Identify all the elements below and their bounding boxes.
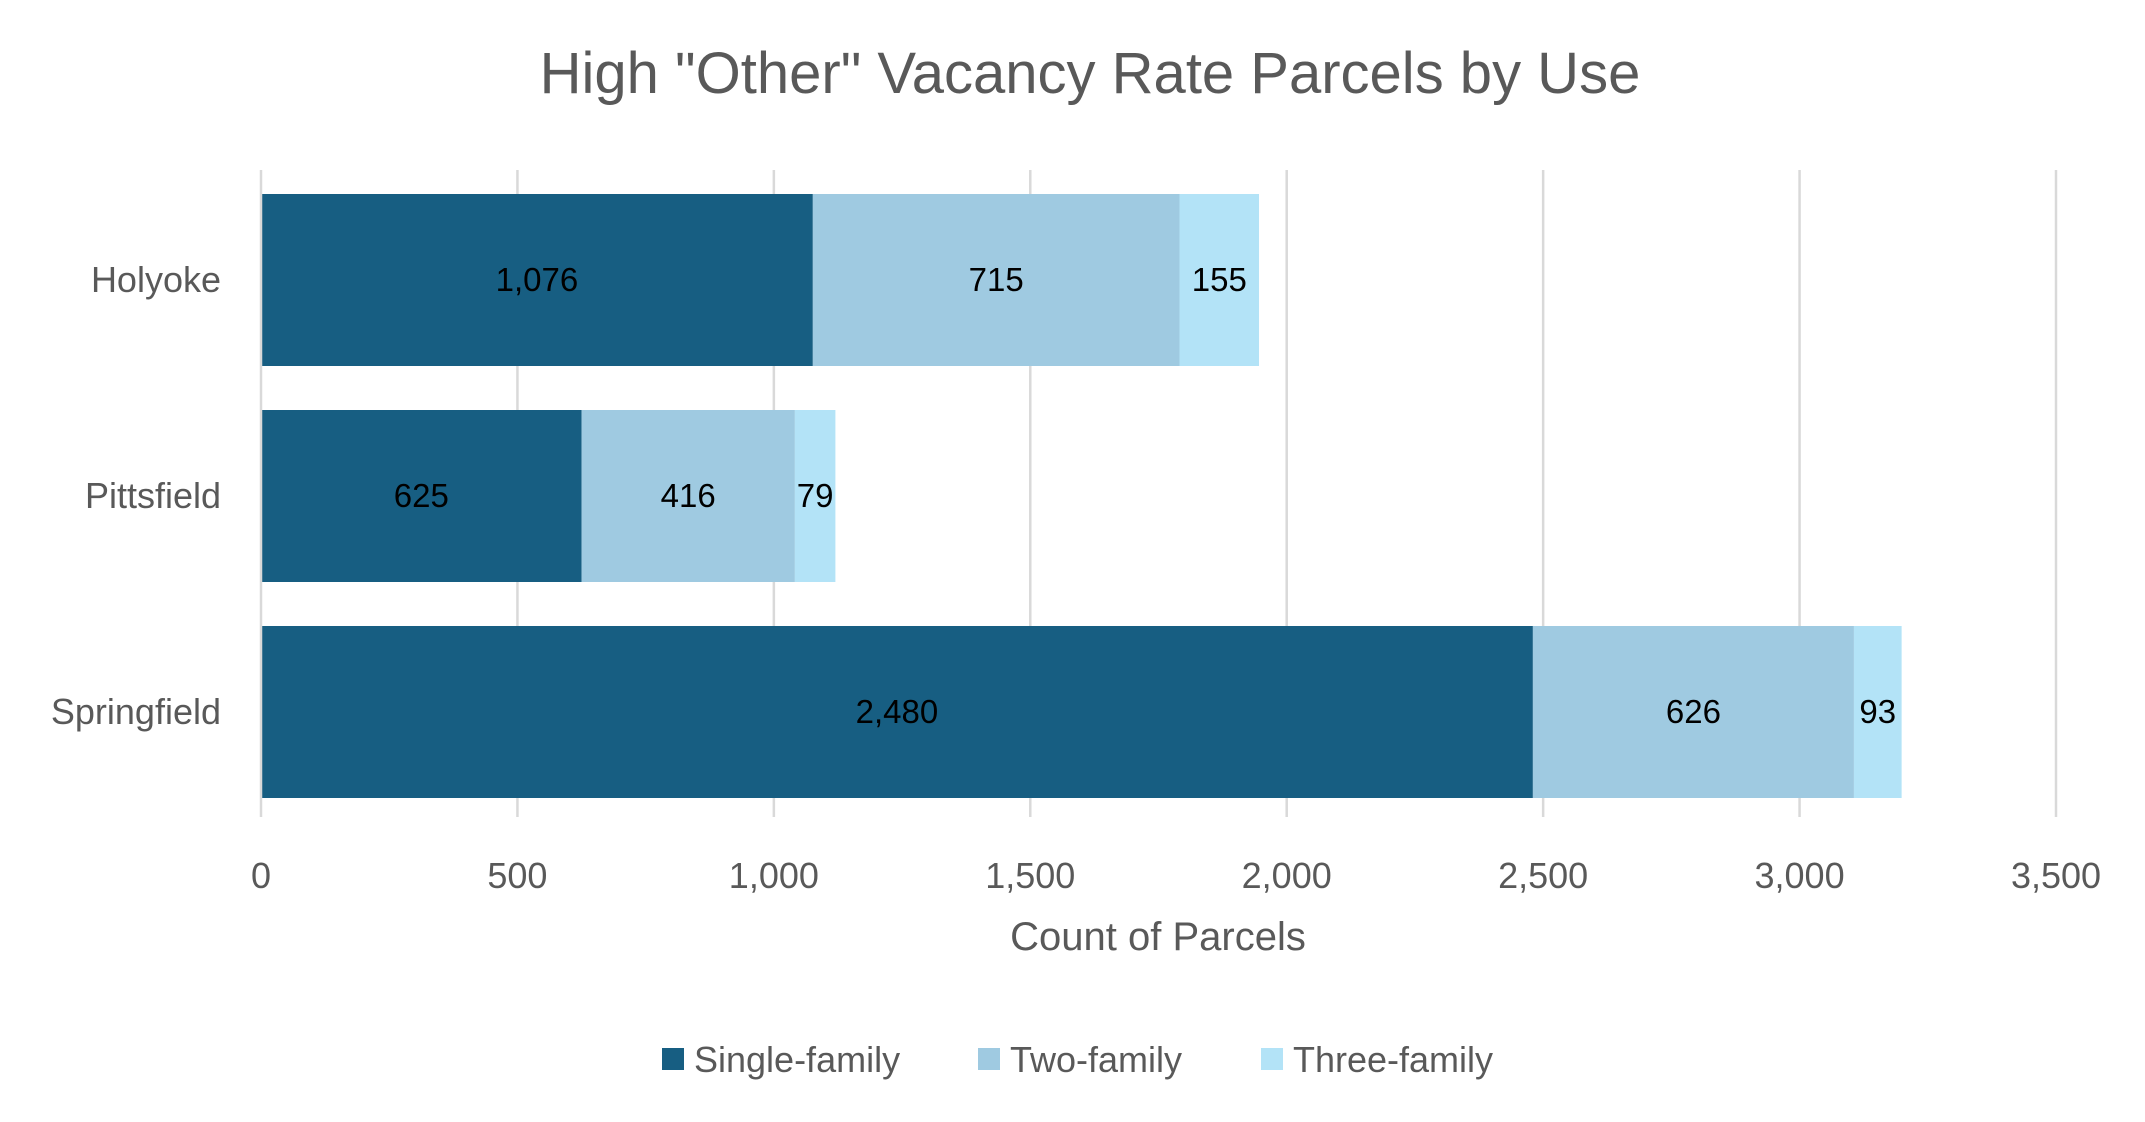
x-tick-label: 2,500 [1498, 855, 1588, 896]
legend-swatch [662, 1048, 684, 1070]
data-label: 1,076 [496, 261, 579, 298]
bar-segment [1532, 626, 1854, 798]
data-label: 79 [797, 477, 834, 514]
bar-segment [794, 410, 836, 582]
data-label: 625 [394, 477, 449, 514]
data-label: 715 [969, 261, 1024, 298]
x-tick-label: 0 [251, 855, 271, 896]
legend-label: Single-family [694, 1039, 900, 1080]
bars [261, 194, 1902, 798]
legend: Single-family Two-family Three-family [662, 1039, 1493, 1080]
data-label: 2,480 [856, 693, 939, 730]
x-tick-label: 2,000 [1242, 855, 1332, 896]
data-labels: 1,076 715 155 625 416 79 2,480 626 93 [394, 261, 1896, 730]
x-tick-label: 1,500 [985, 855, 1075, 896]
bar-segment [581, 410, 795, 582]
category-label: Pittsfield [85, 475, 221, 516]
category-label: Springfield [51, 691, 221, 732]
x-tick-label: 500 [487, 855, 547, 896]
x-axis-title: Count of Parcels [1010, 915, 1306, 959]
bar-segment [1179, 194, 1260, 366]
legend-label: Two-family [1010, 1039, 1182, 1080]
x-tick-label: 1,000 [729, 855, 819, 896]
bar-segment [1853, 626, 1902, 798]
legend-label: Three-family [1293, 1039, 1493, 1080]
data-label: 626 [1666, 693, 1721, 730]
x-tick-label: 3,500 [2011, 855, 2101, 896]
bar-segment [812, 194, 1180, 366]
bar-segment [261, 410, 582, 582]
x-tick-label: 3,000 [1755, 855, 1845, 896]
legend-swatch [978, 1048, 1000, 1070]
data-label: 155 [1192, 261, 1247, 298]
data-label: 416 [661, 477, 716, 514]
data-label: 93 [1859, 693, 1896, 730]
category-label: Holyoke [91, 259, 221, 300]
chart-title: High "Other" Vacancy Rate Parcels by Use [540, 41, 1641, 106]
axes: 0 500 1,000 1,500 2,000 2,500 3,000 3,500 Holyok… [51, 170, 2101, 896]
legend-swatch [1261, 1048, 1283, 1070]
bar-segment [261, 194, 813, 366]
bar-segment [261, 626, 1533, 798]
